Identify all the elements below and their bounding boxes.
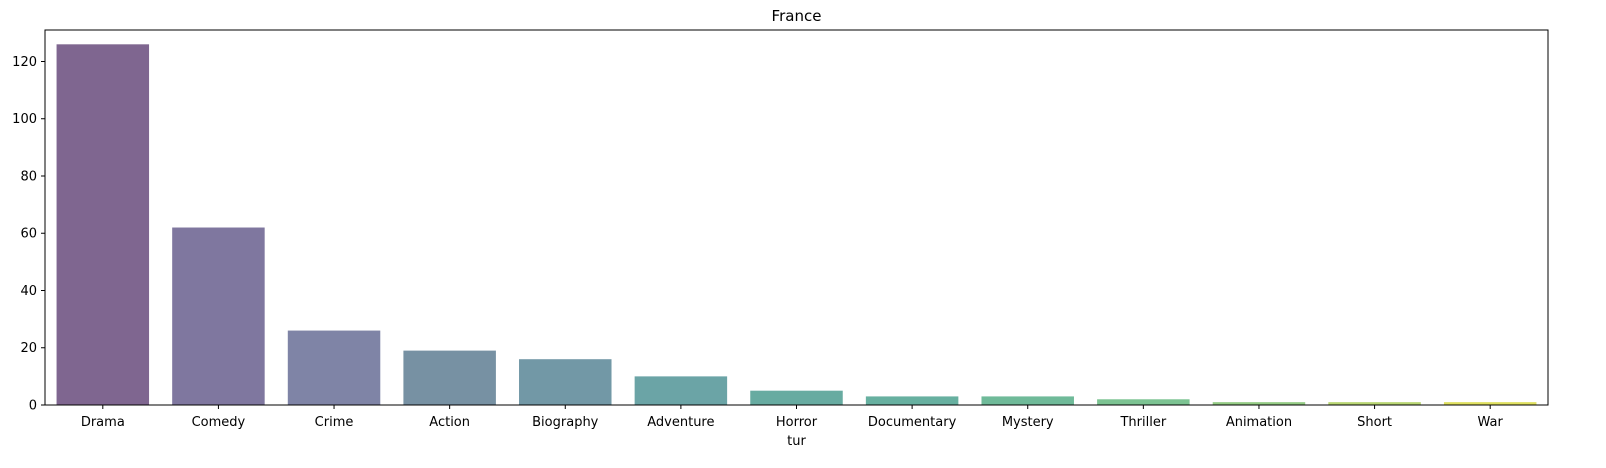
y-axis: 0 20 40 60 80 100 120 bbox=[12, 55, 45, 414]
bar-documentary bbox=[865, 396, 959, 405]
x-tick-label: Adventure bbox=[647, 415, 714, 430]
x-axis: Drama Comedy Crime Action Biography Adventure… bbox=[81, 405, 1504, 430]
bars-group bbox=[56, 44, 1537, 405]
x-tick-label: Animation bbox=[1226, 415, 1292, 430]
bar-war bbox=[1443, 402, 1537, 405]
plot-frame bbox=[44, 29, 1549, 406]
y-tick-label: 100 bbox=[12, 112, 37, 127]
bar-short bbox=[1328, 402, 1421, 405]
x-tick-label: Mystery bbox=[1002, 415, 1054, 430]
x-tick-label: Documentary bbox=[868, 415, 957, 430]
bar-mystery bbox=[981, 396, 1074, 405]
bar-animation bbox=[1212, 402, 1306, 405]
bar-action bbox=[403, 350, 496, 405]
x-tick-label: Horror bbox=[776, 415, 818, 430]
x-tick-label: Thriller bbox=[1119, 415, 1166, 430]
y-tick-label: 20 bbox=[20, 341, 37, 356]
y-tick-label: 120 bbox=[12, 55, 37, 70]
x-tick-label: Action bbox=[429, 415, 470, 430]
x-tick-label: Drama bbox=[81, 415, 125, 430]
bar-horror bbox=[750, 390, 843, 405]
y-tick-label: 0 bbox=[29, 399, 37, 414]
bar-drama bbox=[56, 44, 150, 405]
y-tick-label: 60 bbox=[20, 227, 37, 242]
bar-crime bbox=[287, 330, 381, 405]
y-tick-label: 80 bbox=[20, 169, 37, 184]
x-tick-label: Short bbox=[1357, 415, 1392, 430]
x-axis-label: tur bbox=[787, 434, 806, 449]
bar-biography bbox=[519, 359, 612, 405]
chart-title: France bbox=[772, 7, 822, 25]
bar-adventure bbox=[634, 376, 728, 405]
x-tick-label: Biography bbox=[532, 415, 599, 430]
x-tick-label: Crime bbox=[315, 415, 354, 430]
bar-thriller bbox=[1097, 399, 1190, 405]
bar-comedy bbox=[172, 227, 265, 405]
x-tick-label: Comedy bbox=[192, 415, 246, 430]
y-tick-label: 40 bbox=[20, 284, 37, 299]
x-tick-label: War bbox=[1478, 415, 1504, 430]
